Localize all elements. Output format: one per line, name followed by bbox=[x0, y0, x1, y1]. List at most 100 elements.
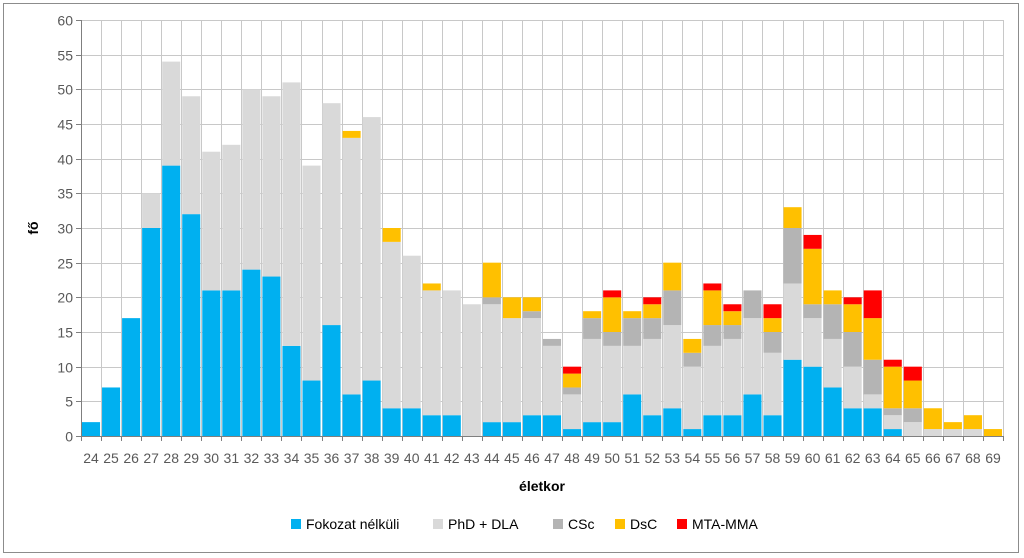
bar-segment bbox=[803, 366, 822, 436]
bar-segment bbox=[703, 345, 722, 416]
bar-segment bbox=[142, 193, 161, 228]
bar-segment bbox=[262, 96, 281, 277]
x-tick-label: 48 bbox=[564, 450, 580, 466]
bar-segment bbox=[883, 429, 902, 436]
legend-swatch bbox=[553, 519, 563, 529]
bar-segment bbox=[462, 304, 481, 436]
bar-segment bbox=[903, 422, 922, 436]
bar-segment bbox=[362, 117, 381, 381]
bar-segment bbox=[182, 214, 201, 436]
x-tick-label: 68 bbox=[965, 450, 981, 466]
bar-segment bbox=[202, 151, 221, 291]
x-tick-label: 63 bbox=[865, 450, 881, 466]
y-axis-title: fő bbox=[25, 221, 41, 234]
bar-segment bbox=[723, 311, 742, 326]
bar-segment bbox=[743, 290, 762, 319]
bar-segment bbox=[863, 290, 882, 319]
bar-segment bbox=[142, 228, 161, 436]
bar-segment bbox=[322, 103, 341, 326]
legend-item: DsC bbox=[615, 516, 657, 532]
bar-segment bbox=[763, 318, 782, 332]
bar-segment bbox=[643, 415, 662, 436]
legend: Fokozat nélküli PhD + DLA CSc DsC MTA-MMA bbox=[291, 516, 758, 532]
bar-segment bbox=[843, 297, 862, 305]
bar-segment bbox=[603, 332, 622, 346]
x-tick-label: 38 bbox=[364, 450, 380, 466]
x-tick-label: 37 bbox=[344, 450, 360, 466]
bar-segment bbox=[763, 304, 782, 319]
bar-segment bbox=[643, 297, 662, 305]
x-tick-label: 47 bbox=[544, 450, 560, 466]
bar-segment bbox=[522, 297, 541, 312]
bar-segment bbox=[863, 394, 882, 409]
x-tick-label: 62 bbox=[845, 450, 861, 466]
x-tick-label: 34 bbox=[284, 450, 300, 466]
legend-swatch bbox=[291, 519, 301, 529]
x-tick-label: 33 bbox=[264, 450, 280, 466]
y-tick-label: 20 bbox=[57, 290, 73, 306]
bar-segment bbox=[803, 248, 822, 305]
bar-segment bbox=[683, 352, 702, 367]
x-tick-label: 56 bbox=[725, 450, 741, 466]
x-tick-label: 53 bbox=[664, 450, 680, 466]
bar-segment bbox=[522, 415, 541, 436]
x-tick-label: 49 bbox=[584, 450, 600, 466]
bar-segment bbox=[883, 366, 902, 409]
bar-segment bbox=[723, 325, 742, 339]
bar-segment bbox=[623, 318, 642, 346]
bar-segment bbox=[382, 241, 401, 409]
bar-segment bbox=[783, 228, 802, 284]
legend-label: PhD + DLA bbox=[448, 516, 519, 532]
x-tick-label: 35 bbox=[304, 450, 320, 466]
bar-segment bbox=[703, 325, 722, 346]
x-tick-label: 39 bbox=[384, 450, 400, 466]
bars bbox=[82, 61, 1002, 436]
bar-segment bbox=[703, 415, 722, 436]
x-tick-label: 50 bbox=[604, 450, 620, 466]
bar-segment bbox=[883, 359, 902, 367]
bar-segment bbox=[663, 408, 682, 436]
legend-label: MTA-MMA bbox=[692, 516, 758, 532]
bar-segment bbox=[643, 318, 662, 339]
bar-segment bbox=[342, 130, 361, 138]
bar-segment bbox=[302, 380, 321, 436]
bar-segment bbox=[522, 311, 541, 319]
bar-segment bbox=[963, 415, 982, 430]
bar-segment bbox=[623, 345, 642, 395]
bar-segment bbox=[502, 422, 521, 436]
bar-segment bbox=[482, 304, 501, 423]
bar-segment bbox=[242, 89, 261, 270]
bar-segment bbox=[663, 290, 682, 326]
x-tick-label: 43 bbox=[464, 450, 480, 466]
bar-segment bbox=[843, 304, 862, 332]
bar-segment bbox=[763, 415, 782, 436]
bar-segment bbox=[743, 394, 762, 436]
bar-segment bbox=[563, 394, 582, 430]
bar-segment bbox=[623, 394, 642, 436]
bar-segment bbox=[783, 359, 802, 436]
bar-segment bbox=[883, 408, 902, 416]
bar-segment bbox=[422, 283, 441, 291]
bar-segment bbox=[422, 290, 441, 416]
bar-segment bbox=[843, 408, 862, 436]
bar-segment bbox=[943, 429, 962, 436]
bar-segment bbox=[663, 325, 682, 409]
y-tick-label: 45 bbox=[57, 117, 73, 133]
x-tick-label: 54 bbox=[685, 450, 701, 466]
bar-segment bbox=[222, 290, 241, 436]
x-tick-label: 46 bbox=[524, 450, 540, 466]
bar-segment bbox=[603, 297, 622, 332]
x-tick-label: 55 bbox=[705, 450, 721, 466]
bar-segment bbox=[883, 415, 902, 430]
bar-segment bbox=[823, 290, 842, 305]
bar-segment bbox=[282, 82, 301, 346]
bar-segment bbox=[482, 262, 501, 298]
y-tick-label: 10 bbox=[57, 360, 73, 376]
bar-segment bbox=[583, 318, 602, 339]
bar-segment bbox=[182, 96, 201, 215]
bar-segment bbox=[723, 415, 742, 436]
bar-segment bbox=[863, 318, 882, 360]
bar-segment bbox=[362, 380, 381, 436]
y-tick-label: 55 bbox=[57, 48, 73, 64]
legend-item: PhD + DLA bbox=[433, 516, 519, 532]
